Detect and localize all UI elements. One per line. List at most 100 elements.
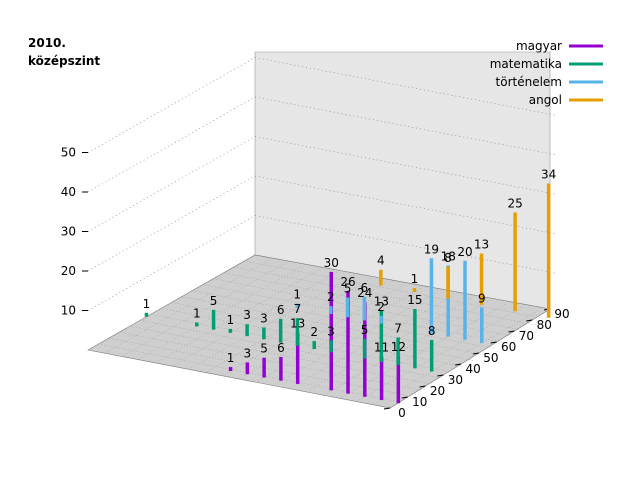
z-grid-line	[87, 57, 256, 153]
data-label-matematika: 1	[143, 297, 151, 311]
data-label-matematika: 15	[407, 293, 422, 307]
x-tick-label: 40	[465, 362, 480, 376]
floor-grid-line	[192, 290, 495, 349]
z-grid-line	[87, 175, 256, 272]
x-tick-label: 10	[412, 395, 427, 409]
data-label-trtnelem: 9	[478, 291, 486, 305]
data-label-matematika: 5	[210, 294, 218, 308]
data-label-matematika: 1	[227, 313, 235, 327]
data-label-magyar: 3	[244, 346, 252, 360]
chart-title-line-2: középszint	[28, 54, 100, 68]
data-label-magyar: 11	[374, 341, 389, 355]
data-label-angol: 25	[507, 197, 522, 211]
data-label-trtnelem: 18	[441, 249, 456, 263]
floor-grid-line	[104, 258, 272, 354]
x-tick-mark	[526, 319, 533, 322]
data-label-trtnelem: 2	[377, 300, 385, 314]
x-tick-mark	[490, 341, 497, 344]
x-tick-label: 0	[398, 406, 406, 420]
x-tick-mark	[419, 385, 426, 388]
z-tick-label: 30	[61, 225, 76, 239]
data-label-angol: 13	[474, 238, 489, 252]
floor-grid-line	[140, 320, 443, 379]
z-grid-line	[254, 96, 558, 156]
data-label-magyar: 6	[277, 341, 285, 355]
floor-grid-line	[255, 287, 423, 383]
data-label-magyar: 1	[227, 351, 235, 365]
z-grid-line	[254, 136, 558, 195]
chart-title-line-1: 2010.	[28, 36, 66, 50]
floor-grid-line	[150, 314, 453, 373]
data-label-angol: 34	[541, 167, 556, 181]
data-label-matematika: 1	[193, 306, 201, 320]
data-label-matematika: 7	[394, 321, 402, 335]
floor-grid-line	[119, 331, 422, 391]
data-label-trtnelem: 2	[327, 290, 335, 304]
data-label-magyar: 30	[324, 256, 339, 270]
floor-grid-line	[223, 272, 526, 332]
floor-grid-line	[154, 267, 323, 364]
data-label-magyar: 26	[340, 275, 355, 289]
x-tick-label: 90	[554, 307, 569, 321]
x-tick-label: 60	[501, 340, 516, 354]
data-label-trtnelem: 6	[361, 281, 369, 295]
z-grid-line	[254, 175, 558, 235]
floor-grid-line	[98, 343, 401, 403]
data-label-angol: 4	[377, 254, 385, 268]
z-grid-line	[87, 96, 256, 193]
data-label-matematika: 5	[361, 323, 369, 337]
data-label-matematika: 3	[243, 308, 251, 322]
data-label-matematika: 7	[294, 302, 302, 316]
floor-grid-line	[121, 261, 289, 357]
x-tick-label: 70	[519, 329, 534, 343]
floor-grid-line	[289, 293, 457, 389]
z-tick-label: 40	[61, 185, 76, 199]
data-label-matematika: 3	[260, 311, 268, 325]
floor-grid-line	[161, 308, 464, 367]
legend-label-matematika: matematika	[490, 57, 562, 71]
floor-grid-line	[108, 337, 411, 397]
z-grid-line	[87, 136, 256, 232]
legend: magyar matematika történelem angol	[490, 39, 603, 107]
z-grid-line	[254, 215, 558, 274]
floor-grid-line	[339, 303, 507, 399]
floor-grid-line	[222, 280, 390, 376]
z-tick-label: 10	[61, 304, 76, 318]
floor-grid-line	[244, 260, 547, 320]
x-tick-label: 20	[430, 384, 445, 398]
data-label-trtnelem: 1	[293, 288, 301, 302]
floor-grid-line	[205, 277, 373, 373]
legend-label-angol: angol	[529, 93, 562, 107]
data-label-angol: 8	[444, 251, 452, 265]
floor-grid-line	[322, 299, 491, 396]
data-label-magyar: 24	[357, 286, 372, 300]
z-tick-label: 50	[61, 146, 76, 160]
data-label-matematika: 2	[310, 325, 318, 339]
x-tick-mark	[472, 352, 479, 355]
z-grid-line	[87, 215, 256, 311]
x-tick-label: 30	[448, 373, 463, 387]
bar-layer	[144, 183, 551, 404]
data-label-matematika: 3	[327, 324, 335, 338]
legend-label-tortenelem: történelem	[496, 75, 562, 89]
x-tick-mark	[437, 374, 444, 377]
x-tick-mark	[508, 330, 515, 333]
floor-grid-line	[234, 266, 537, 326]
legend-label-magyar: magyar	[516, 39, 562, 53]
floor-grid-line	[373, 309, 541, 405]
floor-grid-line	[171, 302, 474, 361]
x-tick-mark	[383, 407, 391, 410]
floor-grid-line	[272, 290, 440, 386]
data-label-matematika: 6	[277, 303, 285, 317]
floor-grid-line	[202, 284, 505, 343]
data-label-matematika: 13	[374, 295, 389, 309]
floor-grid-line	[171, 270, 340, 367]
data-label-angol: 1	[411, 272, 419, 286]
x-tick-label: 50	[483, 351, 498, 365]
x-tick-mark	[455, 363, 462, 366]
data-label-magyar: 5	[260, 342, 268, 356]
